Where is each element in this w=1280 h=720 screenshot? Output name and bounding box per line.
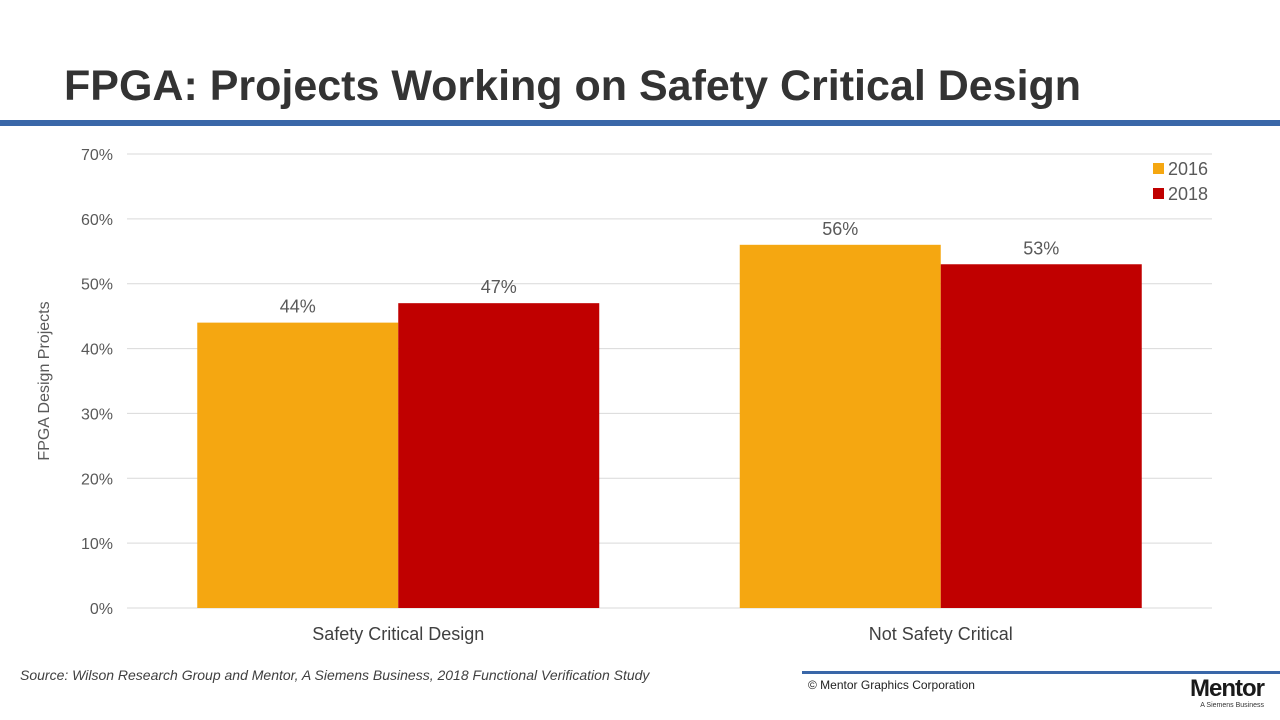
data-label: 53% [1023, 238, 1059, 258]
y-axis-label: FPGA Design Projects [36, 301, 53, 460]
y-tick-label: 50% [81, 277, 113, 294]
data-label: 47% [481, 277, 517, 297]
footer-divider [802, 671, 1280, 674]
legend-swatch [1153, 188, 1164, 199]
title-divider [0, 120, 1280, 126]
logo-tagline: A Siemens Business [1200, 702, 1264, 709]
y-tick-label: 40% [81, 342, 113, 359]
source-note: Source: Wilson Research Group and Mentor… [20, 667, 650, 683]
y-tick-label: 30% [81, 406, 113, 423]
bar [940, 264, 1142, 608]
bar [197, 322, 399, 608]
legend-label: 2018 [1168, 184, 1208, 204]
bar-chart: 0% 10% 20% 30% 40% 50% 60% 70% FPGA Design Proje… [36, 147, 1212, 644]
x-tick-label: Not Safety Critical [869, 624, 1013, 644]
copyright-text: © Mentor Graphics Corporation [808, 678, 975, 692]
legend-label: 2016 [1168, 159, 1208, 179]
mentor-logo: Mentor A Siemens Business [1190, 675, 1265, 710]
slide-title: FPGA: Projects Working on Safety Critica… [64, 62, 1082, 110]
y-tick-label: 10% [81, 536, 113, 553]
y-tick-label: 0% [90, 601, 113, 618]
bar [398, 303, 600, 608]
bar [739, 244, 941, 609]
y-tick-label: 70% [81, 147, 113, 164]
x-tick-label: Safety Critical Design [312, 624, 484, 644]
legend-swatch [1153, 163, 1164, 174]
data-label: 44% [280, 297, 316, 317]
logo-wordmark: Mentor [1190, 675, 1265, 702]
data-label: 56% [822, 219, 858, 239]
y-tick-label: 60% [81, 212, 113, 229]
y-tick-label: 20% [81, 471, 113, 488]
